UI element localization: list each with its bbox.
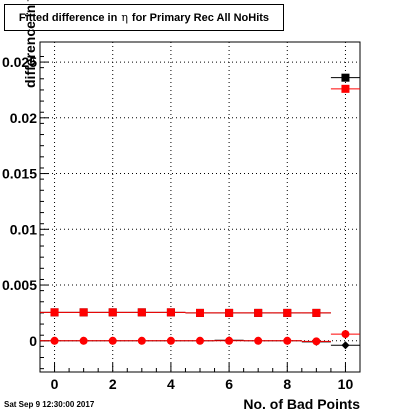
chart-title: Fitted difference in η for Primary Rec A… [4, 4, 284, 31]
data-point-circle [283, 336, 292, 345]
axis-ticks: 0 2 4 6 8 10 0 0.005 0.01 0.015 0.02 0.025 [2, 54, 361, 392]
data-point-square [283, 308, 292, 317]
y-tick-label: 0.005 [2, 277, 37, 293]
data-point-square [312, 308, 321, 317]
data-point-square [50, 308, 59, 317]
data-point-square [79, 308, 88, 317]
grid-lines [40, 42, 360, 372]
data-point-circle [50, 336, 59, 345]
y-tick-label: 0 [29, 333, 37, 349]
chart-title-suffix: for Primary Rec All NoHits [131, 11, 270, 24]
chart-title-prefix: Fitted difference in [18, 11, 118, 24]
plot-frame [39, 41, 361, 373]
data-point-square [108, 308, 117, 317]
data-point-square [196, 308, 204, 317]
chart-title-eta-symbol: η [121, 11, 128, 24]
data-point-circle [341, 330, 350, 339]
data-point-square [166, 308, 175, 317]
x-axis-label: No. of Bad Points [243, 396, 360, 412]
timestamp: Sat Sep 9 12:30:00 2017 [4, 400, 95, 409]
data-point-square [137, 308, 146, 317]
x-tick-label: 10 [338, 376, 354, 392]
y-tick-label: 0.025 [2, 54, 37, 70]
data-point-square [341, 73, 350, 82]
x-tick-label: 2 [109, 376, 117, 392]
y-tick-label: 0.02 [10, 110, 37, 126]
data-point-circle [79, 336, 88, 345]
data-marks [40, 73, 360, 350]
x-tick-label: 6 [225, 376, 233, 392]
data-point-square [341, 84, 350, 93]
y-tick-label: 0.015 [2, 166, 37, 182]
data-point-circle [166, 336, 175, 345]
x-tick-label: 0 [51, 376, 59, 392]
data-point-circle [225, 336, 234, 345]
data-point-diamond [341, 341, 350, 350]
data-point-square [225, 308, 234, 317]
data-point-circle [137, 336, 146, 345]
x-tick-label: 4 [167, 376, 175, 392]
data-point-square [254, 308, 263, 317]
data-point-circle [196, 336, 204, 345]
data-point-circle [312, 337, 321, 346]
data-point-circle [108, 336, 117, 345]
x-tick-label: 8 [283, 376, 291, 392]
data-point-circle [254, 336, 263, 345]
y-tick-label: 0.01 [10, 221, 37, 237]
